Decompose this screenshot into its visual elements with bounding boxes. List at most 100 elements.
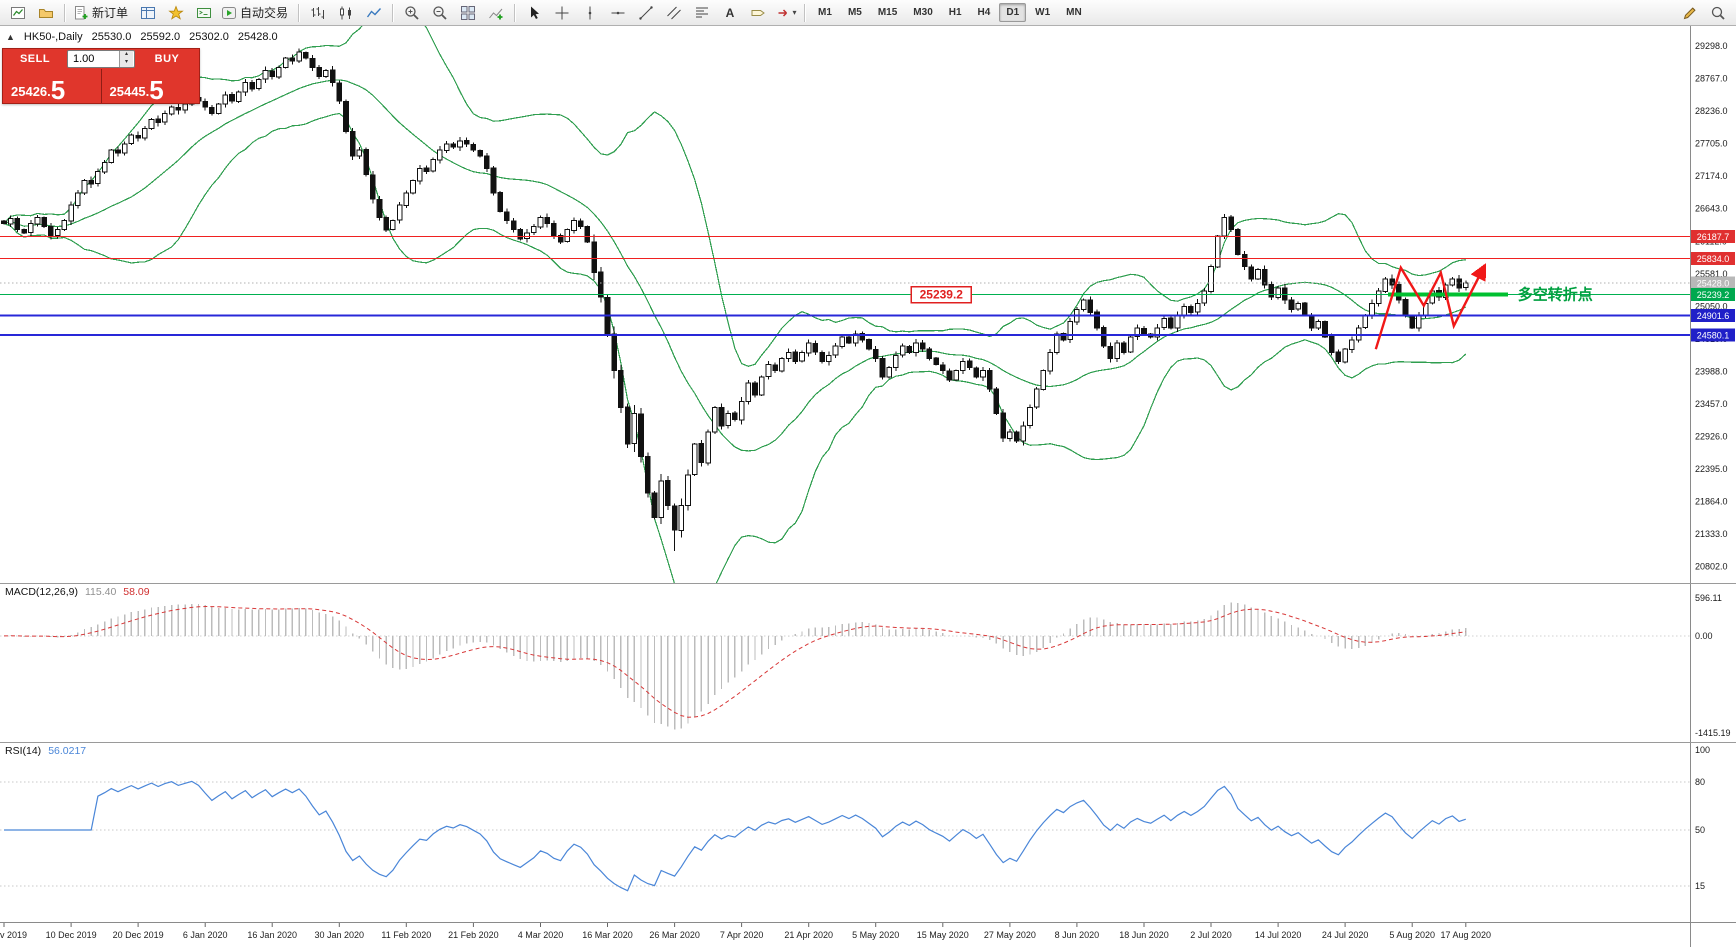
sell-button[interactable]: SELL: [19, 53, 51, 65]
price-chart[interactable]: 多空转折点 25239.2 29298.0 28767.0 28236.0 27705.0…: [0, 26, 1736, 583]
toolbar-separator: [64, 3, 66, 22]
buy-button[interactable]: BUY: [154, 53, 180, 65]
collapse-panel-toggle[interactable]: ▲: [6, 32, 15, 42]
price-tick-label: 25050.0: [1695, 301, 1728, 311]
channel-button[interactable]: [660, 1, 688, 25]
shapes-icon: [776, 5, 792, 21]
date-label: 11 Feb 2020: [381, 930, 431, 940]
axis-label-24901.6: [1691, 308, 1735, 322]
symbol-name: HK50-,Daily: [23, 31, 83, 43]
text-button[interactable]: A: [716, 1, 744, 25]
indicators-button[interactable]: [482, 1, 510, 25]
axis-label-26187.7: [1691, 230, 1735, 244]
candles-chart-button[interactable]: [332, 1, 360, 25]
price-tick-label: 26643.0: [1695, 204, 1728, 214]
macd-chart[interactable]: 596.11 0.00 -1415.19: [0, 583, 1736, 742]
navigator-button[interactable]: [162, 1, 190, 25]
toolbar-separator: [298, 3, 301, 22]
zoom-out-icon: [432, 5, 448, 21]
price-tag-box[interactable]: [910, 285, 973, 304]
rsi-chart[interactable]: 100 80 50 15: [0, 742, 1736, 922]
price-axis[interactable]: [1690, 26, 1736, 583]
profiles-icon: [38, 5, 54, 21]
pivot-note-text[interactable]: 多空转折点: [1518, 286, 1593, 304]
new-chart-button[interactable]: [4, 1, 32, 25]
trade-panel-divider: [100, 69, 102, 103]
svg-text:A: A: [726, 6, 735, 20]
rsi-axis: [1690, 743, 1736, 922]
dropdown-caret-icon: ▾: [792, 8, 797, 17]
toolbar-separator: [514, 3, 517, 22]
sell-price[interactable]: 25426. 5: [3, 69, 101, 103]
date-label: 30 Jan 2020: [315, 930, 365, 940]
label-button[interactable]: [744, 1, 772, 25]
bars-chart-button[interactable]: [304, 1, 332, 25]
price-tag-text: 25239.2: [920, 288, 964, 302]
shapes-button[interactable]: ▾: [772, 1, 800, 25]
axis-label-25428.0: [1691, 276, 1735, 290]
price-tick-label: 29298.0: [1695, 41, 1728, 51]
autotrading-button-label: 自动交易: [240, 6, 289, 20]
volume-input[interactable]: [68, 51, 119, 67]
vline-icon: [582, 5, 598, 21]
rsi-label: RSI(14) 56.0217: [5, 745, 93, 757]
crosshair-button[interactable]: [548, 1, 576, 25]
tile-windows-button[interactable]: [454, 1, 482, 25]
autotrading-icon: [221, 5, 237, 21]
time-axis-canvas[interactable]: 8 Nov 2019 10 Dec 2019 20 Dec 2019 6 Jan 20…: [0, 922, 1736, 947]
zigzag-annotation[interactable]: [1374, 263, 1486, 350]
timeframe-m5-button[interactable]: M5: [847, 7, 862, 18]
macd-axis-label: 596.11: [1695, 593, 1722, 603]
bollinger-band-line: [3, 112, 1467, 583]
profiles-button[interactable]: [32, 1, 60, 25]
rsi-line: [4, 780, 1466, 892]
timeframe-mn-button[interactable]: MN: [1066, 7, 1082, 18]
volume-down-button[interactable]: ▾: [124, 59, 128, 65]
ohlc-close: 25428.0: [237, 31, 278, 43]
crosshair-icon: [554, 5, 570, 21]
quick-edit-button[interactable]: [1676, 1, 1704, 25]
macd-signal-value: 58.09: [123, 586, 150, 598]
date-label: 16 Jan 2020: [247, 930, 297, 940]
market-watch-icon: [140, 5, 156, 21]
buy-price[interactable]: 25445. 5: [102, 69, 200, 103]
volume-spin: ▴ ▾: [119, 51, 133, 67]
buy-price-small: 25445.: [109, 84, 150, 99]
terminal-button[interactable]: [190, 1, 218, 25]
new-order-button[interactable]: 新订单: [70, 1, 134, 25]
macd-axis-label: 0.00: [1695, 631, 1713, 641]
autotrading-button[interactable]: 自动交易: [218, 1, 294, 25]
svg-text:26187.7: 26187.7: [1697, 232, 1730, 242]
line-chart-button[interactable]: [360, 1, 388, 25]
search-button[interactable]: [1704, 1, 1732, 25]
date-label: 21 Apr 2020: [784, 930, 833, 940]
fibonacci-button[interactable]: [688, 1, 716, 25]
zoom-in-button[interactable]: [398, 1, 426, 25]
tile-windows-icon: [460, 5, 476, 21]
timeframe-h1-button[interactable]: H1: [948, 7, 962, 18]
cursor-button[interactable]: [520, 1, 548, 25]
label-icon: [750, 5, 766, 21]
vertical-line-button[interactable]: [576, 1, 604, 25]
timeframe-m15-button[interactable]: M15: [877, 7, 898, 18]
new-order-button-label: 新订单: [92, 6, 129, 20]
market-watch-button[interactable]: [134, 1, 162, 25]
timeframe-d1-button[interactable]: D1: [999, 3, 1027, 22]
horizontal-line-button[interactable]: [604, 1, 632, 25]
channel-icon: [666, 5, 682, 21]
new-chart-icon: [10, 5, 26, 21]
one-click-trade-panel: SELL ▴ ▾ BUY 25426.5 25445.5: [2, 48, 200, 104]
timeframe-m1-button[interactable]: M1: [818, 7, 832, 18]
trendline-button[interactable]: [632, 1, 660, 25]
timeframe-h4-button[interactable]: H4: [977, 7, 991, 18]
timeframe-w1-button[interactable]: W1: [1035, 7, 1051, 18]
volume-up-button[interactable]: ▴: [124, 51, 128, 57]
toolbar-right-group: [1676, 1, 1732, 25]
date-label: 16 Mar 2020: [582, 930, 633, 940]
date-label: 20 Dec 2019: [113, 930, 164, 940]
new-order-icon: [73, 5, 89, 21]
zoom-out-button[interactable]: [426, 1, 454, 25]
timeframe-m30-button[interactable]: M30: [913, 7, 933, 18]
date-label: 5 Aug 2020: [1389, 930, 1435, 940]
